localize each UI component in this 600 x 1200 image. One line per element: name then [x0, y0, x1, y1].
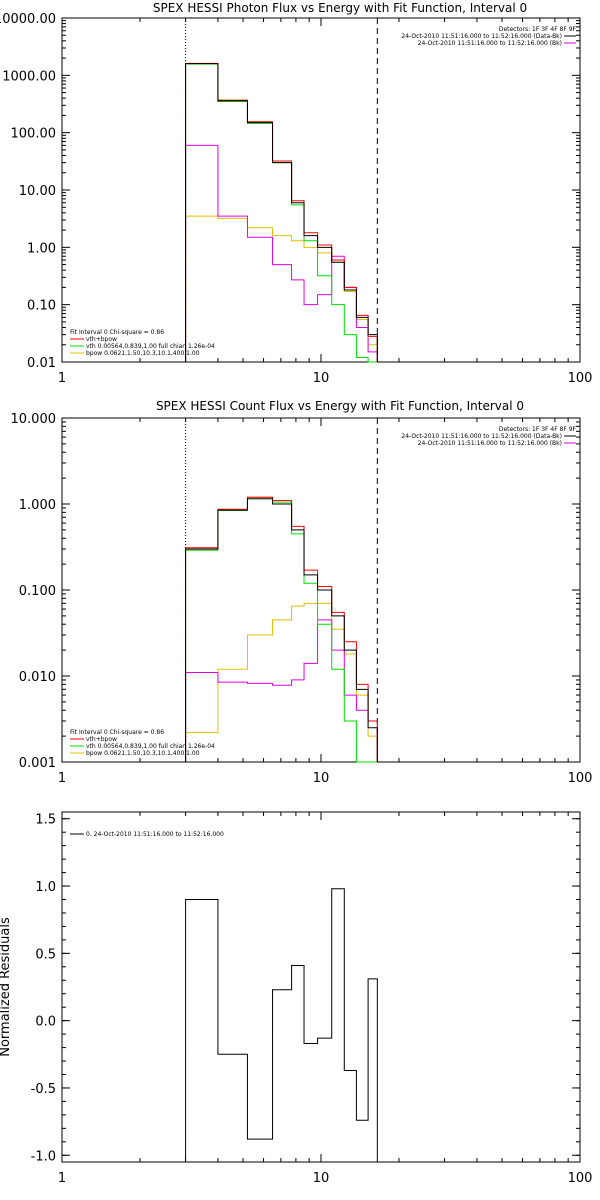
- panel3-tick-marks: [61, 812, 581, 1162]
- series-bpow-histogram: [185, 215, 378, 362]
- panel1-y-tick: 0.10: [27, 299, 56, 314]
- panel3-y-tick: 0.0: [35, 1015, 56, 1030]
- panel3-y-tick: 1.5: [35, 813, 56, 828]
- panel3-y-tick: -1.0: [31, 1149, 56, 1164]
- panel3-x-tick: 10: [313, 1171, 330, 1186]
- panel1-tick-marks: [61, 17, 581, 363]
- panel2-fit-header: Fit Interval 0 Chi-square = 0.86: [70, 729, 164, 736]
- panel2-legend-bottom-left: Fit Interval 0 Chi-square = 0.86 vth+bpo…: [70, 729, 215, 757]
- panel2-y-tick-labels: 0.001 0.010 0.100 1.000 10.000: [11, 412, 57, 771]
- panel1-legend-data-label: 24-Oct-2010 11:51:16.000 to 11:52:16.000…: [401, 33, 562, 40]
- panel2-y-tick: 0.100: [19, 584, 56, 599]
- series-vth-histogram: [185, 63, 378, 363]
- panel2-legend-bk-label: 24-Oct-2010 11:51:16.000 to 11:52:16.000…: [418, 440, 562, 447]
- panel1-x-tick-labels: 1 10 100: [58, 371, 593, 386]
- panel1-legend-bpow-label: bpow 0.0621,1.50,10.3,10.1,400,1.00: [86, 350, 200, 357]
- residuals-panel: Normalized Residuals 1.5 1.0 0.5 0.0 -0.…: [0, 811, 593, 1186]
- panel2-y-tick: 1.000: [19, 498, 56, 513]
- panel3-x-tick: 1: [58, 1171, 66, 1186]
- series-vth-histogram: [185, 496, 378, 763]
- series-bk-histogram: [185, 144, 378, 362]
- panel1-x-tick: 100: [568, 371, 593, 386]
- panel2-detectors-label: Detectors: 1F 3F 4F 8F 9F: [499, 426, 577, 433]
- panel3-y-tick: 0.5: [35, 947, 56, 962]
- panel1-detectors-label: Detectors: 1F 3F 4F 8F 9F: [499, 26, 577, 33]
- panel2-series: [185, 496, 378, 763]
- panel1-y-tick: 100.00: [11, 127, 57, 142]
- series-bpow-histogram: [185, 602, 378, 762]
- panel2-legend-vth-label: vth 0.00564,0.839,1.00 full chian 1.26e-…: [86, 743, 215, 750]
- photon-flux-panel: SPEX HESSI Photon Flux vs Energy with Fi…: [0, 1, 592, 386]
- panel1-y-tick: 10.00: [19, 184, 56, 199]
- panel3-frame: [61, 811, 581, 1163]
- panel1-legend-bk-label: 24-Oct-2010 11:51:16.000 to 11:52:16.000…: [418, 40, 562, 47]
- panel1-series: [185, 62, 378, 363]
- panel2-tick-marks: [61, 417, 581, 763]
- panel2-x-tick-labels: 1 10 100: [58, 771, 593, 786]
- series-data-histogram: [185, 63, 378, 362]
- panel2-legend-top-right: Detectors: 1F 3F 4F 8F 9F 24-Oct-2010 11…: [401, 426, 576, 447]
- panel1-y-tick-labels: 0.01 0.10 1.00 10.00 100.00 1000.00 1000…: [0, 12, 56, 371]
- panel2-y-tick: 0.010: [19, 670, 56, 685]
- series-total-histogram: [185, 496, 378, 762]
- panel2-legend-data-label: 24-Oct-2010 11:51:16.000 to 11:52:16.000…: [401, 433, 562, 440]
- panel1-y-tick: 10000.00: [0, 12, 56, 27]
- count-flux-panel: SPEX HESSI Count Flux vs Energy with Fit…: [11, 399, 593, 786]
- panel1-legend-top-right: Detectors: 1F 3F 4F 8F 9F 24-Oct-2010 11…: [401, 26, 576, 47]
- panel3-y-tick-labels: 1.5 1.0 0.5 0.0 -0.5 -1.0: [31, 813, 56, 1165]
- panel3-y-axis-label: Normalized Residuals: [0, 917, 13, 1057]
- panel2-x-tick: 10: [313, 771, 330, 786]
- panel1-y-tick: 1000.00: [2, 69, 56, 84]
- panel3-y-tick: 1.0: [35, 880, 56, 895]
- panel2-legend-total-label: vth+bpow: [86, 736, 117, 743]
- panel3-x-tick-labels: 1 10 100: [58, 1171, 593, 1186]
- series-data-histogram: [185, 498, 378, 762]
- panel3-y-tick: -0.5: [31, 1082, 56, 1097]
- panel2-y-tick: 0.001: [19, 756, 56, 771]
- series-bk-histogram: [185, 619, 378, 762]
- panel1-legend-total-label: vth+bpow: [86, 336, 117, 343]
- panel1-y-tick: 0.01: [27, 356, 56, 371]
- panel2-x-tick: 100: [568, 771, 593, 786]
- panel1-fit-header: Fit Interval 0 Chi-square = 0.86: [70, 329, 164, 336]
- panel1-legend-vth-label: vth 0.00564,0.839,1.00 full chian 1.26e-…: [86, 343, 215, 350]
- panel1-frame: [61, 17, 581, 363]
- panel3-legend-label: 0. 24-Oct-2010 11:51:16.000 to 11:52:16.…: [86, 831, 224, 838]
- panel1-x-tick: 10: [313, 371, 330, 386]
- panel2-y-tick: 10.000: [11, 412, 57, 427]
- panel1-title: SPEX HESSI Photon Flux vs Energy with Fi…: [153, 1, 527, 15]
- panel2-x-tick: 1: [58, 771, 66, 786]
- panel2-title: SPEX HESSI Count Flux vs Energy with Fit…: [156, 399, 524, 413]
- panel2-legend-bpow-label: bpow 0.0621,1.50,10.3,10.1,400,1.00: [86, 750, 200, 757]
- panel3-x-tick: 100: [568, 1171, 593, 1186]
- panel1-y-tick: 1.00: [27, 241, 56, 256]
- series-residuals-histogram: [185, 888, 378, 1162]
- series-total-histogram: [185, 62, 378, 362]
- panel3-series: [185, 888, 378, 1162]
- panel3-legend: 0. 24-Oct-2010 11:51:16.000 to 11:52:16.…: [70, 831, 224, 838]
- panel1-legend-bottom-left: Fit Interval 0 Chi-square = 0.86 vth+bpo…: [70, 329, 215, 357]
- panel1-x-tick: 1: [58, 371, 66, 386]
